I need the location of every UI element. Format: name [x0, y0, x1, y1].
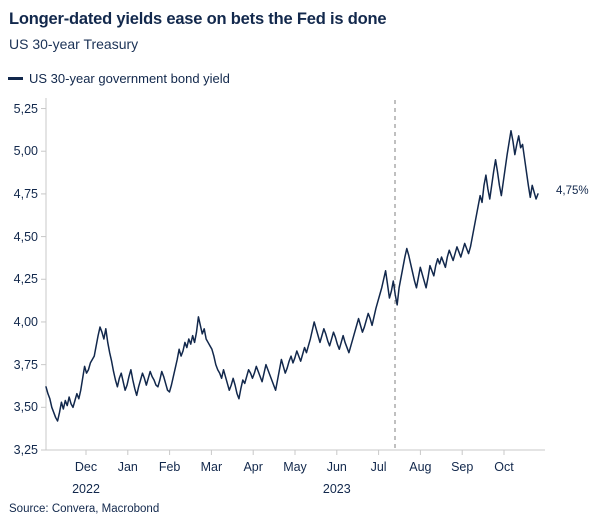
y-axis-tick-label: 4,00: [13, 314, 38, 329]
x-axis-tick-label: Jun: [326, 460, 347, 474]
x-axis-tick-label: Mar: [200, 460, 223, 474]
chart-title: Longer-dated yields ease on bets the Fed…: [9, 10, 387, 28]
x-axis-tick-label: Sep: [451, 460, 474, 474]
line-swatch-icon: [8, 76, 23, 80]
x-axis-tick-label: May: [283, 460, 307, 474]
y-axis-tick-label: 4,25: [13, 272, 38, 287]
y-axis-tick-label: 5,00: [13, 144, 38, 159]
x-axis-tick-label: Jul: [370, 460, 387, 474]
x-axis-tick-label: Oct: [494, 460, 514, 474]
y-axis-tick-label: 5,25: [13, 101, 38, 116]
source-note: Source: Convera, Macrobond: [9, 503, 160, 515]
x-axis-tick-label: Feb: [158, 460, 181, 474]
y-axis-tick-label: 3,50: [13, 400, 38, 415]
y-axis-tick-label: 4,75: [13, 186, 38, 201]
y-axis-tick-label: 3,25: [13, 443, 38, 457]
series-line: [45, 129, 539, 422]
chart-subtitle: US 30-year Treasury: [9, 36, 139, 52]
x-axis-tick-label: Aug: [409, 460, 432, 474]
x-axis-tick-label: Apr: [243, 460, 263, 474]
series-end-value-label: 4,75%: [556, 185, 589, 197]
y-axis-tick-label: 3,75: [13, 357, 38, 372]
x-axis-year-label: 2022: [72, 482, 100, 496]
x-axis-year-label: 2023: [322, 482, 351, 496]
chart-legend: US 30-year government bond yield: [8, 68, 230, 88]
y-axis-tick-label: 4,50: [13, 229, 38, 244]
x-axis-tick-label: Dec: [74, 460, 98, 474]
legend-item-label: US 30-year government bond yield: [29, 70, 230, 86]
x-axis-tick-label: Jan: [117, 460, 138, 474]
